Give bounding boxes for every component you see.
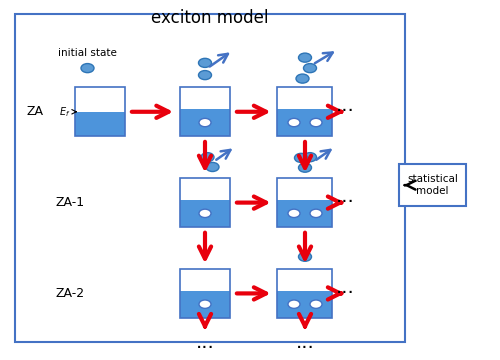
Circle shape bbox=[81, 64, 94, 73]
Circle shape bbox=[298, 53, 312, 62]
Text: ···: ··· bbox=[296, 339, 314, 358]
Text: ···: ··· bbox=[336, 193, 354, 212]
Circle shape bbox=[198, 58, 211, 67]
Circle shape bbox=[288, 118, 300, 127]
Circle shape bbox=[199, 300, 211, 309]
Circle shape bbox=[298, 163, 312, 172]
Bar bbox=[180, 200, 230, 227]
Circle shape bbox=[201, 153, 214, 162]
Circle shape bbox=[288, 300, 300, 309]
Circle shape bbox=[310, 118, 322, 127]
Bar bbox=[278, 291, 332, 318]
Text: ZA: ZA bbox=[26, 105, 44, 118]
FancyBboxPatch shape bbox=[399, 164, 466, 206]
FancyBboxPatch shape bbox=[15, 14, 405, 342]
Circle shape bbox=[206, 162, 219, 171]
Bar bbox=[180, 109, 230, 136]
Circle shape bbox=[199, 118, 211, 127]
Bar bbox=[278, 109, 332, 136]
Circle shape bbox=[199, 209, 211, 217]
Circle shape bbox=[198, 71, 211, 80]
Text: statistical
model: statistical model bbox=[407, 174, 458, 196]
Circle shape bbox=[294, 153, 308, 162]
Circle shape bbox=[288, 209, 300, 217]
Text: ···: ··· bbox=[336, 102, 354, 121]
Bar bbox=[278, 200, 332, 227]
Circle shape bbox=[304, 64, 316, 73]
Circle shape bbox=[310, 300, 322, 309]
Text: ···: ··· bbox=[336, 284, 354, 303]
Text: ···: ··· bbox=[196, 339, 214, 358]
Bar bbox=[75, 112, 125, 136]
Circle shape bbox=[310, 209, 322, 217]
Circle shape bbox=[304, 153, 316, 162]
Text: exciton model: exciton model bbox=[151, 9, 269, 27]
Text: initial state: initial state bbox=[58, 48, 117, 58]
Text: ZA-2: ZA-2 bbox=[56, 287, 84, 300]
Circle shape bbox=[298, 252, 312, 261]
Circle shape bbox=[296, 74, 309, 83]
Text: ZA-1: ZA-1 bbox=[56, 196, 84, 209]
Bar bbox=[180, 291, 230, 318]
Text: $E_f$: $E_f$ bbox=[58, 105, 70, 119]
